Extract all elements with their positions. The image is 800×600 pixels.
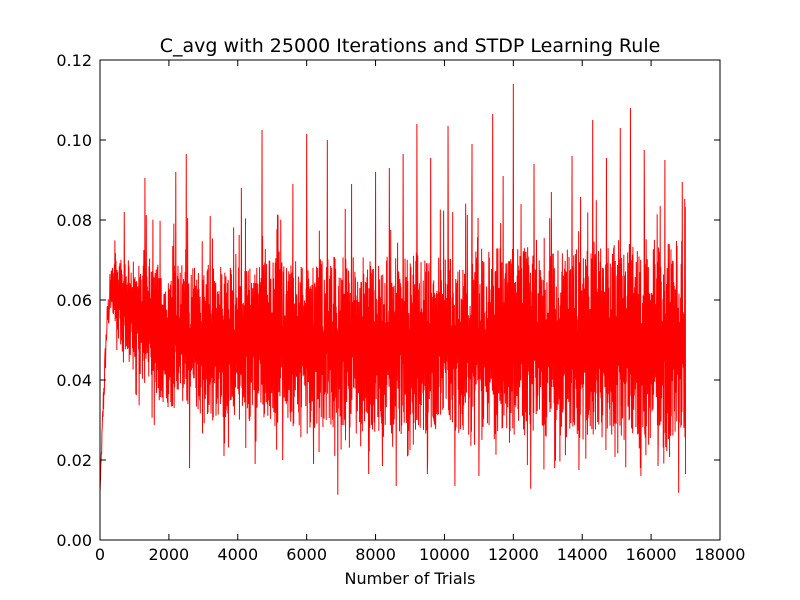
y-tick-label: 0.04 xyxy=(56,371,92,390)
y-tick-label: 0.10 xyxy=(56,131,92,150)
x-tick-label: 16000 xyxy=(626,545,677,564)
y-tick-label: 0.08 xyxy=(56,211,92,230)
x-tick-label: 14000 xyxy=(557,545,608,564)
x-tick-label: 8000 xyxy=(355,545,396,564)
y-tick-label: 0.06 xyxy=(56,291,92,310)
y-tick-label: 0.02 xyxy=(56,451,92,470)
x-tick-label: 10000 xyxy=(419,545,470,564)
y-tick-label: 0.12 xyxy=(56,51,92,70)
x-tick-label: 2000 xyxy=(149,545,190,564)
x-tick-label: 4000 xyxy=(217,545,258,564)
y-tick-label: 0.00 xyxy=(56,531,92,550)
x-axis-label: Number of Trials xyxy=(345,569,476,588)
series-layer xyxy=(99,83,687,495)
x-tick-label: 18000 xyxy=(695,545,746,564)
x-tick-label: 6000 xyxy=(286,545,327,564)
x-tick-label: 0 xyxy=(95,545,105,564)
chart-title: C_avg with 25000 Iterations and STDP Lea… xyxy=(160,35,661,57)
series-line xyxy=(99,83,687,495)
ticks-layer: 0 2000 4000 6000 8000 10000 12000 14000 16000 180… xyxy=(56,51,745,564)
x-tick-label: 12000 xyxy=(488,545,539,564)
